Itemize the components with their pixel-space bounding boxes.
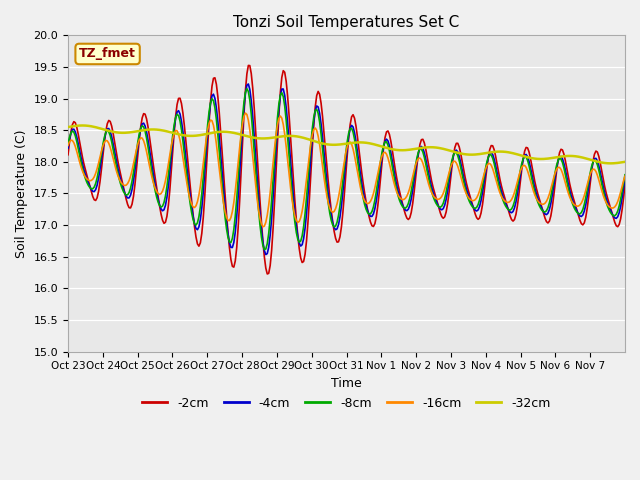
Text: TZ_fmet: TZ_fmet: [79, 48, 136, 60]
X-axis label: Time: Time: [331, 377, 362, 390]
Legend: -2cm, -4cm, -8cm, -16cm, -32cm: -2cm, -4cm, -8cm, -16cm, -32cm: [138, 392, 556, 415]
Title: Tonzi Soil Temperatures Set C: Tonzi Soil Temperatures Set C: [234, 15, 460, 30]
Y-axis label: Soil Temperature (C): Soil Temperature (C): [15, 129, 28, 258]
